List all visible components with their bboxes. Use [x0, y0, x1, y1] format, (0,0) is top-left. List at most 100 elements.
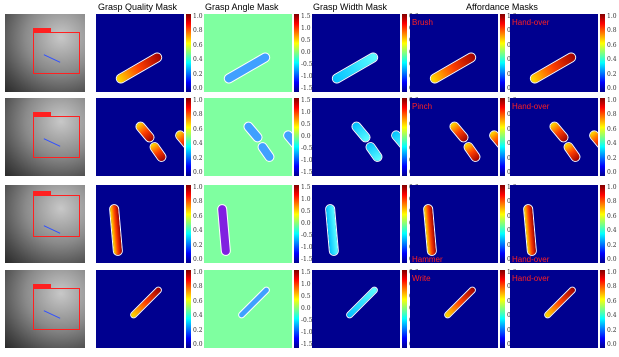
angle-colorbar-ticks: 1.5 1.0 0.5 0.0 -0.5 -1.0 -1.5: [301, 185, 315, 263]
grasp-box: [33, 288, 80, 330]
affR-colorbar: [600, 14, 605, 92]
tick-label: 0.0: [193, 256, 203, 263]
mask-blob: [109, 204, 123, 256]
tick-label: 0.6: [607, 297, 617, 305]
mask-blob: [462, 141, 482, 163]
affR-image: [510, 98, 598, 176]
grasp-box: [33, 32, 80, 74]
tick-label: 0.6: [607, 41, 617, 49]
tick-label: 0.4: [193, 56, 203, 64]
tick-label: 1.0: [193, 269, 203, 276]
mask-blob: [488, 129, 498, 151]
affordance-label: Hand-over: [512, 255, 550, 264]
mask-blob: [242, 121, 264, 143]
tick-label: 0.0: [301, 49, 311, 56]
mask-blob: [217, 204, 231, 256]
affordance-label: Hand-over: [512, 102, 550, 111]
mask-blob: [390, 129, 400, 151]
grasp-box: [33, 195, 80, 237]
tick-label: 0.2: [193, 241, 203, 249]
tick-label: 0.0: [301, 305, 311, 312]
tick-label: 0.0: [607, 169, 617, 176]
tick-label: -1.5: [301, 169, 313, 176]
quality-colorbar-ticks: 1.0 0.8 0.6 0.4 0.2 0.0: [193, 98, 207, 176]
tick-label: -0.5: [301, 145, 313, 152]
angle-colorbar-ticks: 1.5 1.0 0.5 0.0 -0.5 -1.0 -1.5: [301, 98, 315, 176]
affL-colorbar: [500, 98, 505, 176]
tick-label: 0.2: [607, 154, 617, 162]
mask-blob: [130, 286, 162, 319]
tick-label: 1.0: [607, 269, 617, 276]
tick-label: 0.6: [607, 125, 617, 133]
width-image: [312, 185, 400, 263]
mask-blob: [548, 121, 570, 143]
header-grasp-quality: Grasp Quality Mask: [98, 2, 178, 12]
mask-blob: [331, 52, 379, 84]
tick-label: -1.0: [301, 244, 313, 251]
tick-label: 0.8: [193, 111, 203, 119]
tick-label: 0.8: [193, 283, 203, 291]
quality-image: [96, 270, 184, 348]
tick-label: 1.0: [301, 25, 311, 32]
tick-label: 1.5: [301, 184, 311, 191]
tick-label: 1.5: [301, 269, 311, 276]
tick-label: 0.4: [193, 227, 203, 235]
angle-image: [204, 270, 292, 348]
affordance-label: Write: [412, 274, 431, 283]
tick-label: 1.0: [193, 97, 203, 104]
affR-colorbar-ticks: 1.0 0.8 0.6 0.4 0.2 0.0: [607, 98, 619, 176]
quality-image: [96, 185, 184, 263]
tick-label: 1.5: [301, 13, 311, 20]
tick-label: 0.0: [607, 256, 617, 263]
tick-label: 0.4: [607, 140, 617, 148]
mask-blob: [444, 286, 476, 319]
angle-colorbar: [294, 270, 299, 348]
quality-colorbar-ticks: 1.0 0.8 0.6 0.4 0.2 0.0: [193, 185, 207, 263]
tick-label: 1.0: [301, 109, 311, 116]
mask-blob: [282, 129, 292, 151]
tick-label: -1.0: [301, 157, 313, 164]
tick-label: 0.2: [193, 70, 203, 78]
mask-blob: [588, 129, 598, 151]
tick-label: 0.5: [301, 37, 311, 44]
tick-label: 0.2: [193, 326, 203, 334]
grasp-box-label: [33, 284, 51, 288]
tick-label: 0.5: [301, 208, 311, 215]
tick-label: 0.4: [607, 312, 617, 320]
affL-colorbar: [500, 270, 505, 348]
quality-image: [96, 14, 184, 92]
header-grasp-width: Grasp Width Mask: [313, 2, 388, 12]
width-image: [312, 98, 400, 176]
grasp-box-label: [33, 28, 51, 32]
affL-image: [410, 270, 498, 348]
depth-image: [5, 98, 85, 176]
affR-image: [510, 185, 598, 263]
tick-label: 0.8: [607, 283, 617, 291]
depth-image: [5, 185, 85, 263]
tick-label: -0.5: [301, 317, 313, 324]
tick-label: 0.6: [193, 212, 203, 220]
tick-label: 1.0: [607, 97, 617, 104]
tick-label: 1.0: [607, 13, 617, 20]
width-image: [312, 270, 400, 348]
tick-label: -1.0: [301, 73, 313, 80]
affR-colorbar: [600, 98, 605, 176]
tick-label: 0.6: [193, 125, 203, 133]
depth-image: [5, 14, 85, 92]
width-colorbar: [402, 14, 407, 92]
header-grasp-angle: Grasp Angle Mask: [205, 2, 279, 12]
tick-label: 0.2: [607, 241, 617, 249]
header-affordance: Affordance Masks: [466, 2, 538, 12]
tick-label: 0.2: [607, 326, 617, 334]
tick-label: -1.5: [301, 85, 313, 92]
angle-colorbar: [294, 14, 299, 92]
quality-colorbar-ticks: 1.0 0.8 0.6 0.4 0.2 0.0: [193, 270, 207, 348]
tick-label: 0.4: [607, 56, 617, 64]
affR-image: [510, 270, 598, 348]
tick-label: 0.0: [301, 133, 311, 140]
angle-image: [204, 185, 292, 263]
width-image: [312, 14, 400, 92]
tick-label: 0.8: [193, 27, 203, 35]
angle-image: [204, 14, 292, 92]
mask-blob: [174, 129, 184, 151]
